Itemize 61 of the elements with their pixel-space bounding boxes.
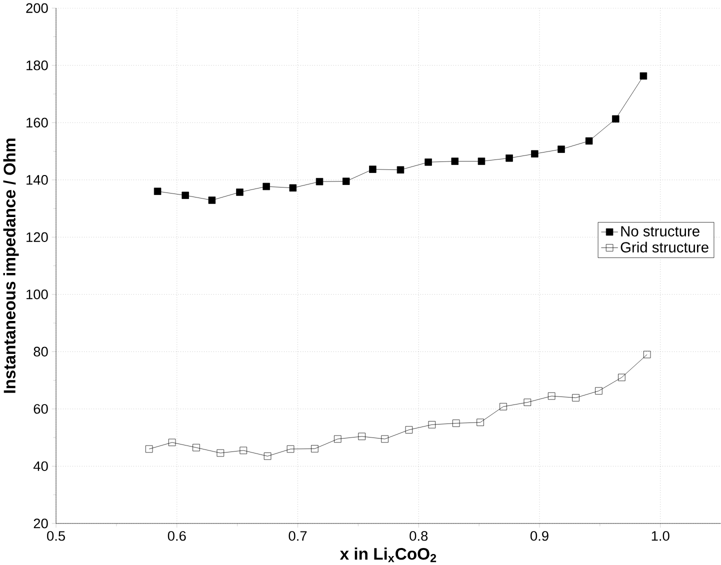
y-tick-label: 180 (26, 60, 48, 70)
x-tick-label: 0.8 (410, 530, 428, 541)
point (643, 350, 651, 358)
point (240, 446, 248, 454)
point (145, 445, 153, 452)
point (572, 394, 580, 402)
x-tick-label: 0.5 (47, 530, 65, 541)
point (262, 182, 270, 190)
point (451, 157, 459, 165)
point (192, 444, 200, 452)
point (585, 137, 593, 144)
point (216, 449, 224, 456)
point (452, 419, 460, 427)
point (168, 438, 176, 446)
x-tick-label: 1.0 (652, 530, 670, 541)
y-tick-label: 120 (26, 232, 48, 242)
point (236, 188, 244, 196)
point (342, 178, 350, 185)
y-tick-label: 80 (34, 346, 48, 356)
point (264, 452, 272, 460)
point (612, 115, 620, 122)
point (428, 420, 436, 428)
legend-label: No structure (621, 226, 700, 236)
point (640, 72, 648, 80)
point (618, 374, 626, 381)
y-axis-title: Instantaneous impedance / Ohm (3, 138, 19, 393)
point (289, 184, 297, 192)
point (476, 418, 484, 426)
point (424, 158, 432, 166)
y-tick-label: 60 (34, 404, 48, 414)
x-tick-label: 0.6 (168, 530, 186, 541)
point (316, 178, 324, 186)
y-tick-label: 160 (26, 118, 48, 128)
point (500, 402, 507, 410)
point (396, 166, 404, 174)
point (334, 435, 342, 442)
y-tick-label: 140 (26, 174, 48, 185)
y-tick-label: 40 (33, 461, 48, 471)
x-tick-label: 0.9 (530, 530, 548, 541)
point (358, 432, 366, 440)
point (558, 145, 565, 153)
y-tick-label: 20 (34, 518, 48, 528)
point (548, 392, 556, 400)
point (595, 387, 602, 394)
y-tick-label: 100 (26, 289, 48, 300)
point (531, 150, 538, 158)
point (311, 444, 318, 452)
point (182, 192, 189, 199)
point (286, 445, 294, 452)
point (478, 157, 486, 165)
point (405, 426, 413, 434)
point (506, 154, 513, 162)
x-tick-label: 0.7 (288, 530, 307, 541)
legend-label: Grid structure (620, 242, 708, 252)
point (154, 188, 162, 195)
x-axis-title: x in Li$_{x}$CoO$_{2}$ (340, 547, 436, 562)
point (208, 196, 216, 204)
point (381, 435, 388, 442)
y-tick-label: 200 (26, 3, 48, 13)
point (369, 165, 376, 173)
point (524, 398, 532, 406)
